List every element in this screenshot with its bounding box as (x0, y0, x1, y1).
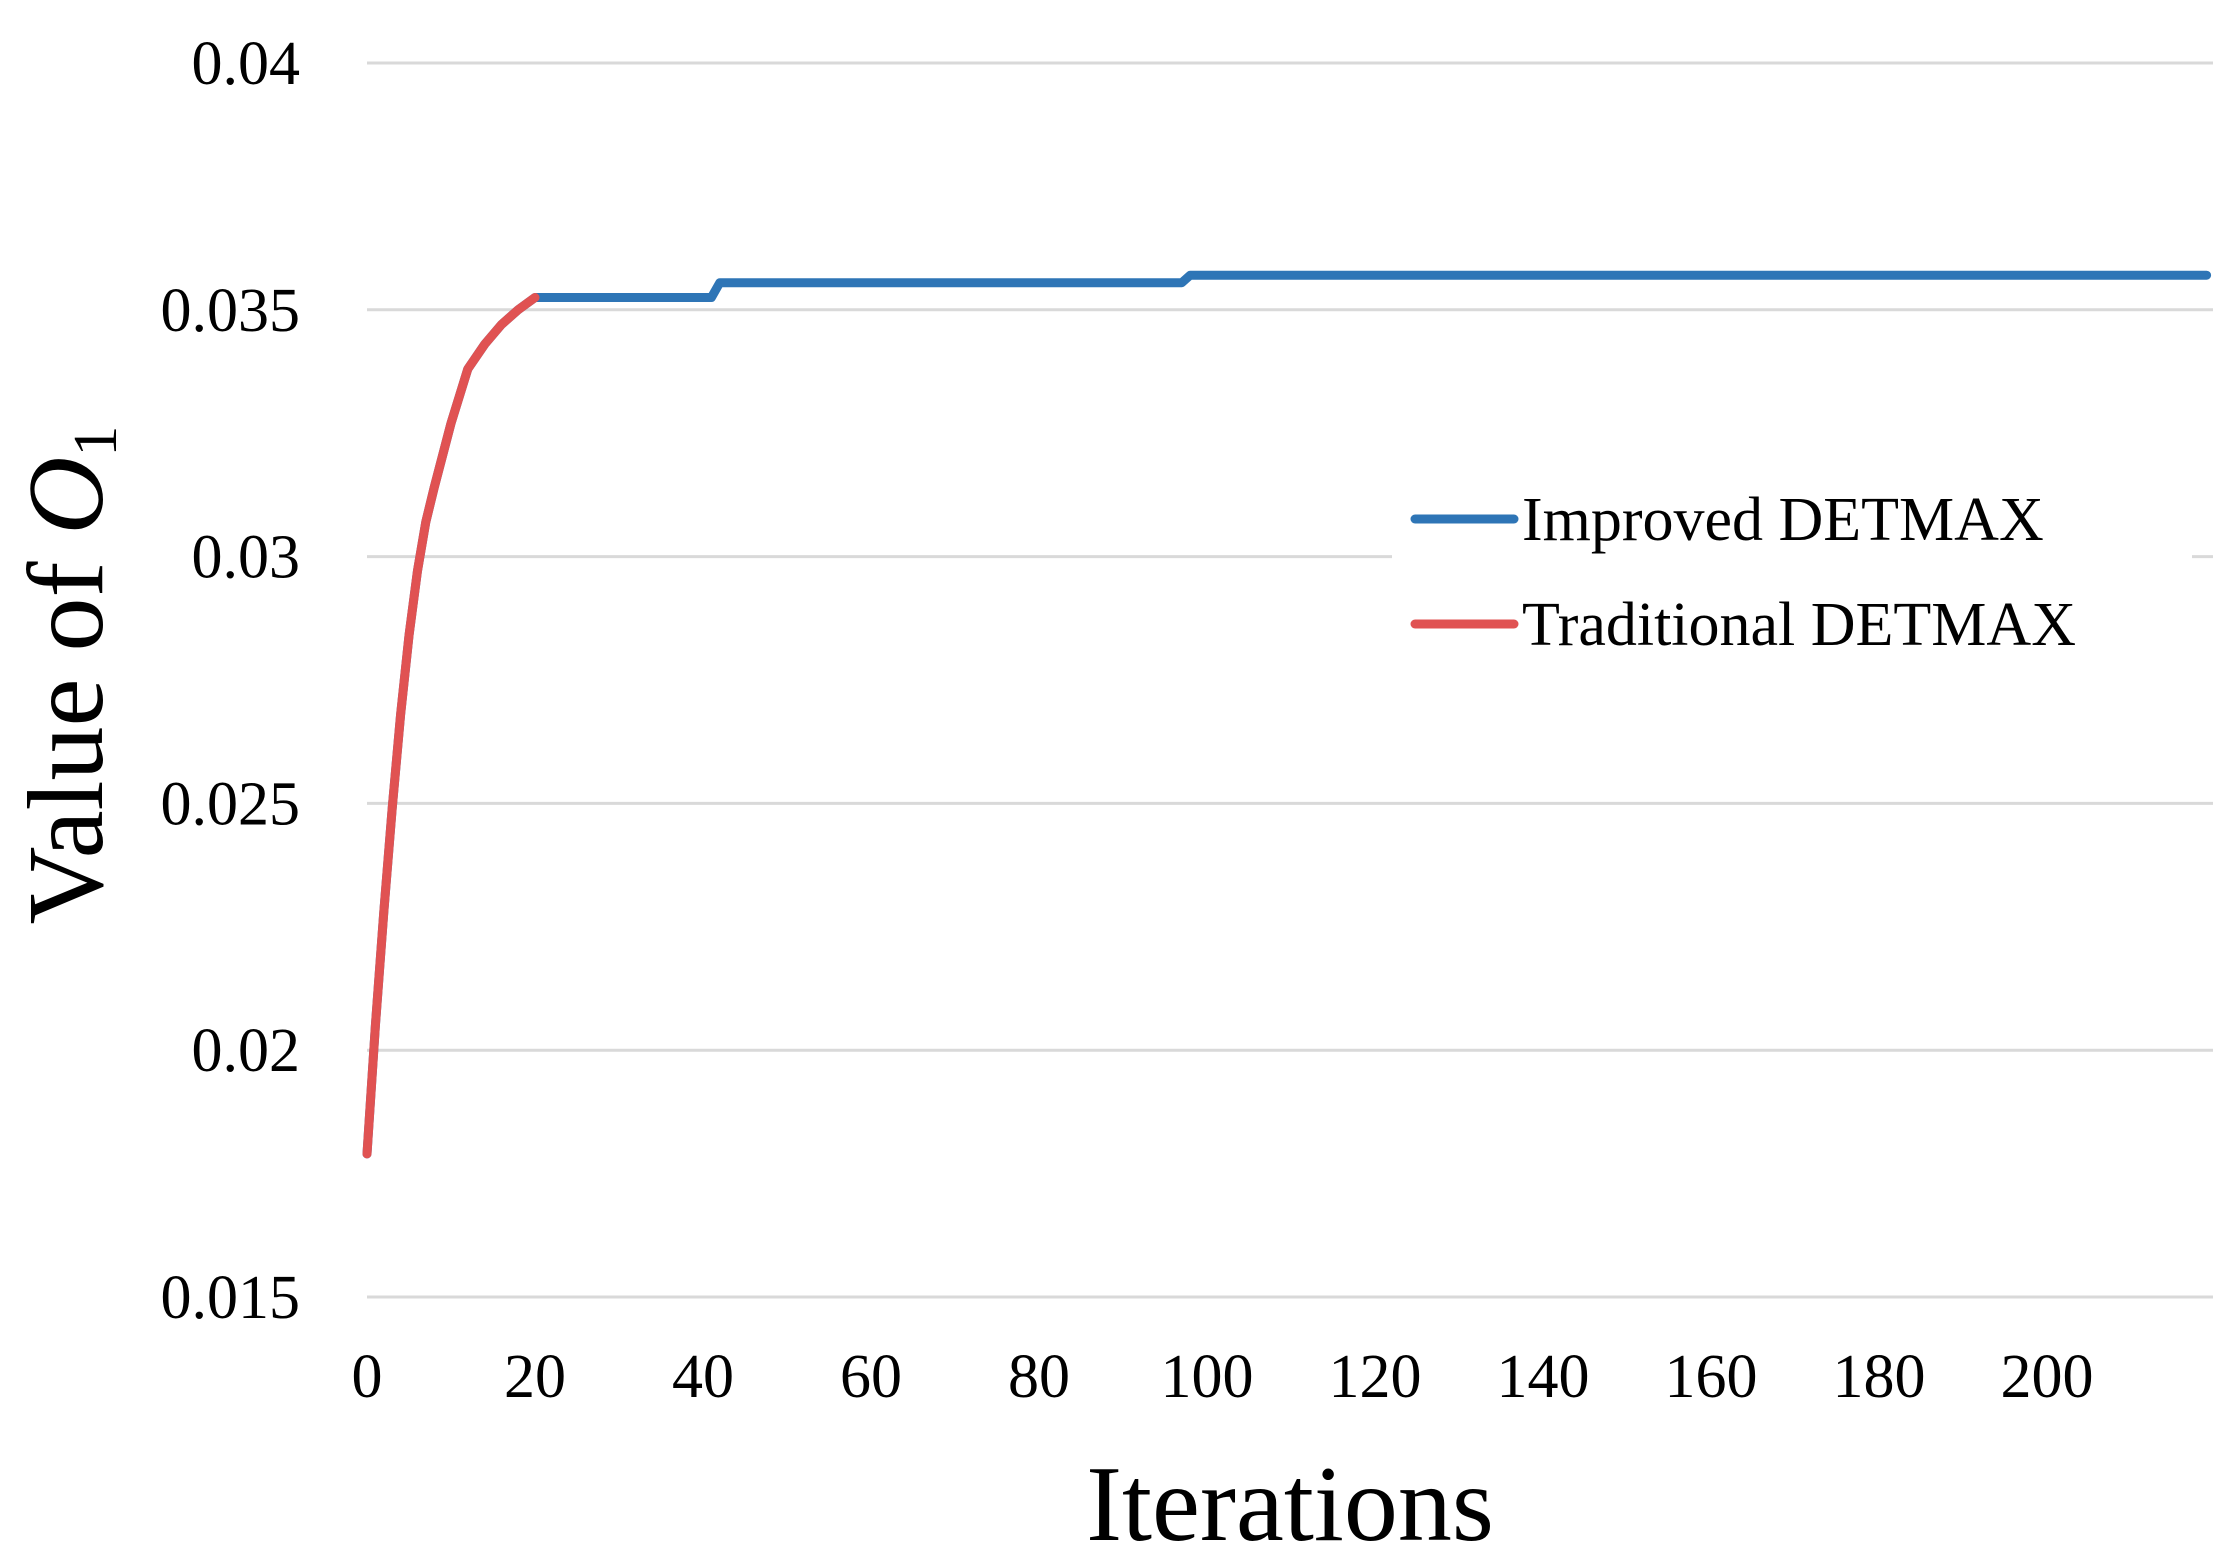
legend-background (1392, 468, 2192, 678)
x-axis-tick-labels: 0 20 40 60 80 100 120 140 160 180 200 (352, 1343, 2094, 1411)
x-tick-label: 0 (352, 1343, 383, 1411)
y-tick-label: 0.035 (161, 277, 301, 345)
y-tick-label: 0.025 (161, 770, 301, 838)
series-improved-detmax (362, 270, 2212, 1159)
y-tick-label: 0.02 (192, 1017, 301, 1085)
x-tick-label: 100 (1161, 1343, 1254, 1411)
x-tick-label: 40 (672, 1343, 734, 1411)
series-traditional-detmax (362, 293, 540, 1159)
x-tick-label: 120 (1329, 1343, 1422, 1411)
y-axis-title-symbol: O (7, 457, 126, 535)
legend-label-improved-detmax: Improved DETMAX (1522, 486, 2044, 554)
x-tick-label: 80 (1008, 1343, 1070, 1411)
y-axis-tick-labels: 0.015 0.02 0.025 0.03 0.035 0.04 (161, 30, 301, 1332)
x-tick-label: 180 (1833, 1343, 1926, 1411)
x-tick-label: 140 (1497, 1343, 1590, 1411)
x-tick-label: 200 (2001, 1343, 2094, 1411)
y-tick-label: 0.04 (192, 30, 301, 98)
legend: Improved DETMAX Traditional DETMAX (1392, 468, 2192, 678)
y-axis-title-prefix: Value of (7, 535, 126, 925)
x-tick-label: 20 (504, 1343, 566, 1411)
gridlines (367, 61, 2213, 1299)
legend-label-traditional-detmax: Traditional DETMAX (1522, 591, 2076, 659)
y-axis-title: Value of O1 (7, 426, 130, 925)
y-tick-label: 0.015 (161, 1264, 301, 1332)
y-tick-label: 0.03 (192, 524, 301, 592)
x-tick-label: 60 (840, 1343, 902, 1411)
series-lines (362, 270, 2212, 1159)
x-tick-label: 160 (1665, 1343, 1758, 1411)
y-axis-title-subscript: 1 (62, 426, 130, 457)
x-axis-title: Iterations (1086, 1445, 1494, 1563)
